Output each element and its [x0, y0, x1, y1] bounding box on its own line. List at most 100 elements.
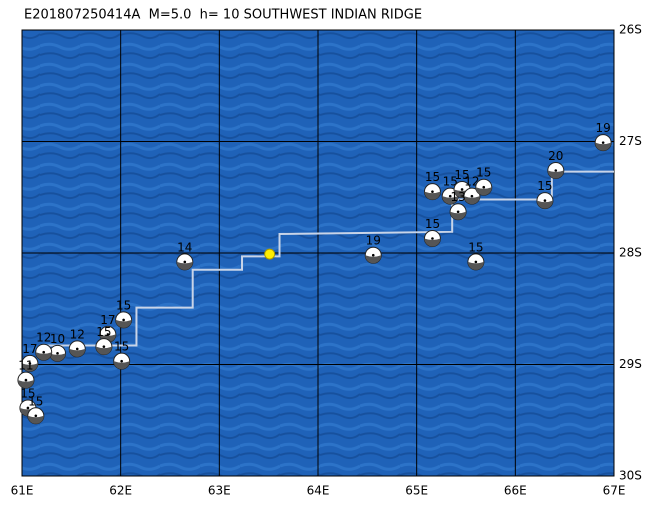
beachball-quadrant [450, 211, 467, 220]
beachball-dot [456, 210, 460, 214]
beachball-quadrant [49, 353, 66, 362]
focal-mechanism [113, 352, 131, 370]
y-tick-label: 26S [619, 23, 642, 37]
frame [21, 29, 615, 477]
beachball-dot [474, 260, 478, 264]
depth-label: 13 [450, 190, 465, 204]
y-tick-label: 27S [619, 134, 642, 148]
y-tick-label: 28S [619, 246, 642, 260]
depth-label: 15 [425, 217, 440, 231]
depth-label: 15 [537, 179, 552, 193]
focal-mechanism [475, 178, 493, 196]
beachball-quadrant [115, 319, 132, 328]
focal-mechanism [463, 187, 481, 205]
depth-label: 15 [443, 175, 458, 189]
focal-mechanism [467, 253, 485, 271]
beachball-quadrant [442, 196, 459, 205]
depth-label: 19 [596, 121, 611, 135]
beachball-dot [75, 347, 79, 351]
beachball-dot [42, 350, 46, 354]
y-tick-label: 30S [619, 469, 642, 483]
x-tick-label: 64E [307, 484, 330, 498]
beachball-dot [482, 185, 486, 189]
beachball-dot [26, 406, 30, 410]
beachball-quadrant [176, 261, 193, 270]
y-tick-label: 29S [619, 357, 642, 371]
depth-label: 15 [116, 298, 131, 312]
beachball-dot [554, 169, 558, 172]
focal-mechanism [536, 192, 554, 210]
focal-mechanism [21, 354, 39, 372]
beachball-quadrant [69, 348, 86, 357]
x-tick-label: 67E [603, 484, 626, 498]
focal-mechanism [17, 371, 35, 389]
beachball-dot [601, 141, 605, 144]
depth-label: 15 [425, 170, 440, 184]
x-tick-label: 62E [109, 484, 132, 498]
beachball-quadrant [424, 238, 441, 247]
beachball-dot [102, 345, 106, 348]
beachball-dot [56, 352, 59, 355]
beachball-dot [470, 194, 474, 198]
x-tick-label: 65E [405, 484, 428, 498]
focal-mechanism [423, 183, 441, 201]
depth-label: 15 [28, 394, 43, 408]
focal-mechanism [364, 246, 382, 264]
focal-mechanism [27, 407, 45, 425]
beachball-dot [543, 199, 547, 202]
beachball-dot [34, 414, 38, 418]
depth-label: 11 [18, 359, 33, 373]
beachball-quadrant [113, 361, 130, 370]
x-tick-label: 61E [11, 484, 34, 498]
epicenter [264, 248, 276, 260]
depth-label: 15 [468, 240, 483, 254]
depth-label: 17 [22, 342, 37, 356]
x-tick-label: 66E [504, 484, 527, 498]
depth-label: 10 [50, 332, 65, 346]
beachball-quadrant [95, 346, 112, 355]
focal-mechanism [68, 340, 86, 358]
beachball-quadrant [467, 261, 484, 270]
beachball-dot [448, 194, 452, 198]
map-title: E201807250414A M=5.0 h= 10 SOUTHWEST IND… [24, 8, 422, 23]
depth-label: 12 [36, 331, 51, 345]
beachball-dot [28, 362, 32, 365]
depth-label: 15 [476, 166, 491, 180]
beachball-dot [183, 260, 187, 264]
beachball-dot [460, 188, 464, 191]
depth-label: 15 [20, 386, 35, 400]
depth-label: 19 [366, 234, 381, 248]
beachball-quadrant [17, 380, 34, 389]
beachball-dot [371, 253, 375, 257]
beachball-quadrant [424, 191, 441, 200]
focal-mechanism [594, 134, 612, 152]
beachball-quadrant [35, 352, 52, 361]
depth-label: 20 [548, 149, 563, 163]
beachball-dot [431, 190, 434, 193]
focal-mechanism [423, 230, 441, 248]
beachball-quadrant [475, 187, 492, 196]
focal-mechanism [49, 344, 67, 362]
plate-boundary [39, 170, 614, 347]
focal-mechanism [449, 203, 467, 221]
beachball-quadrant [21, 363, 38, 372]
beachball-dot [24, 378, 28, 382]
depth-label: 15 [114, 340, 129, 354]
beachball-dot [106, 333, 110, 336]
depth-label: 12 [70, 327, 85, 341]
depth-label: 15 [454, 168, 469, 182]
beachball-quadrant [463, 196, 480, 205]
depth-label: 17 [100, 313, 115, 327]
focal-mechanism [95, 338, 113, 356]
beachball-quadrant [536, 200, 553, 209]
focal-mechanism [115, 311, 133, 329]
beachball-quadrant [595, 142, 612, 151]
beachball-quadrant [365, 255, 382, 264]
focal-mechanism [35, 343, 53, 361]
beachball-quadrant [547, 170, 564, 179]
depth-label: 14 [177, 240, 192, 254]
focal-mechanism [176, 253, 194, 271]
beachball-dot [122, 318, 125, 322]
beachball-dot [431, 237, 434, 240]
